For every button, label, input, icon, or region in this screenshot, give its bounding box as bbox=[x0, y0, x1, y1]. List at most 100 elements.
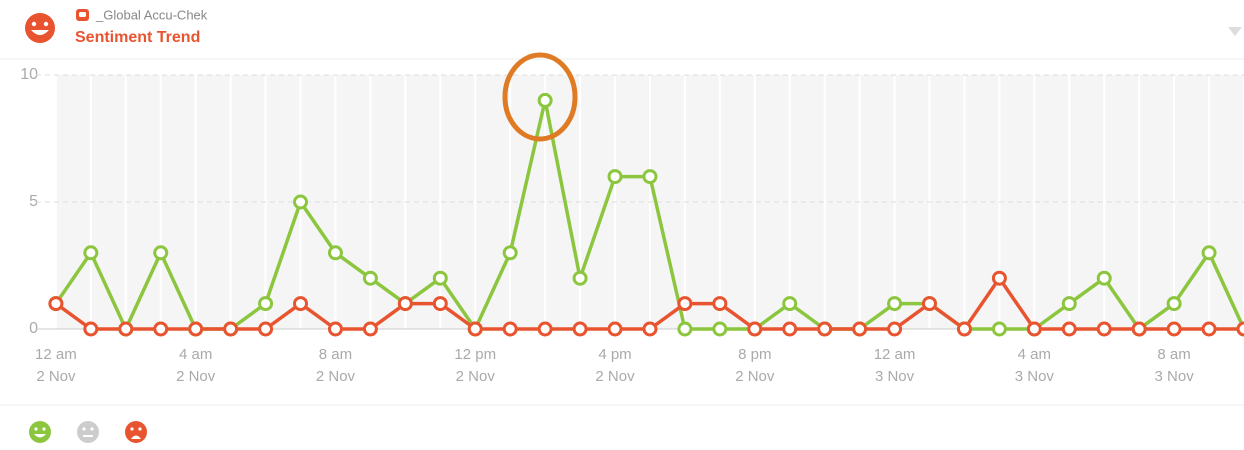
data-point bbox=[1096, 270, 1112, 286]
data-point bbox=[1201, 321, 1217, 337]
data-point bbox=[956, 321, 972, 337]
icon-eye bbox=[138, 427, 142, 431]
x-tick-label: 8 am bbox=[1157, 346, 1190, 363]
data-point bbox=[223, 321, 239, 337]
data-point bbox=[677, 296, 693, 312]
x-tick-sublabel: 2 Nov bbox=[176, 368, 216, 385]
data-point bbox=[1061, 321, 1077, 337]
data-point bbox=[817, 321, 833, 337]
data-point bbox=[83, 245, 99, 261]
data-point bbox=[1131, 321, 1147, 337]
data-point bbox=[1061, 296, 1077, 312]
legend-bar bbox=[0, 405, 1244, 450]
header-icon bbox=[25, 13, 55, 43]
data-point bbox=[991, 270, 1007, 286]
x-tick-label: 4 am bbox=[179, 346, 212, 363]
data-point bbox=[782, 321, 798, 337]
widget-title: Sentiment Trend bbox=[75, 29, 200, 46]
icon-eye bbox=[43, 21, 49, 27]
data-point bbox=[887, 321, 903, 337]
data-point bbox=[83, 321, 99, 337]
x-tick-label: 12 pm bbox=[454, 346, 496, 363]
x-tick-sublabel: 3 Nov bbox=[875, 368, 915, 385]
data-point bbox=[502, 245, 518, 261]
dropdown-toggle[interactable] bbox=[1228, 27, 1242, 36]
icon-eye bbox=[130, 427, 134, 431]
data-point bbox=[537, 92, 553, 108]
data-point bbox=[1096, 321, 1112, 337]
data-point bbox=[362, 321, 378, 337]
data-point bbox=[887, 296, 903, 312]
x-tick-sublabel: 2 Nov bbox=[456, 368, 496, 385]
data-point bbox=[258, 321, 274, 337]
icon-eye bbox=[90, 427, 94, 431]
data-point bbox=[48, 296, 64, 312]
x-tick-sublabel: 2 Nov bbox=[36, 368, 76, 385]
x-tick-label: 4 am bbox=[1018, 346, 1051, 363]
data-point bbox=[607, 169, 623, 185]
source-name: _Global Accu-Chek bbox=[95, 7, 208, 22]
data-point bbox=[188, 321, 204, 337]
data-point bbox=[397, 296, 413, 312]
data-point bbox=[153, 321, 169, 337]
data-point bbox=[922, 296, 938, 312]
icon-mouth bbox=[31, 30, 49, 35]
data-point bbox=[1026, 321, 1042, 337]
data-point bbox=[467, 321, 483, 337]
x-tick-sublabel: 2 Nov bbox=[735, 368, 775, 385]
data-point bbox=[537, 321, 553, 337]
data-point bbox=[153, 245, 169, 261]
x-tick-label: 8 am bbox=[319, 346, 352, 363]
icon-eye bbox=[82, 427, 86, 431]
x-tick-sublabel: 3 Nov bbox=[1155, 368, 1195, 385]
data-point bbox=[712, 296, 728, 312]
data-point bbox=[327, 245, 343, 261]
data-point bbox=[362, 270, 378, 286]
data-point bbox=[782, 296, 798, 312]
legend-icon bbox=[29, 421, 51, 443]
data-point bbox=[118, 321, 134, 337]
legend-neutral[interactable] bbox=[77, 421, 99, 443]
data-point bbox=[712, 321, 728, 337]
icon-eye bbox=[31, 21, 37, 27]
y-tick-label: 5 bbox=[29, 193, 38, 210]
data-point bbox=[502, 321, 518, 337]
data-point bbox=[1236, 321, 1244, 337]
data-point bbox=[747, 321, 763, 337]
data-point bbox=[642, 169, 658, 185]
legend-negative[interactable] bbox=[125, 421, 147, 443]
legend-icon bbox=[77, 421, 99, 443]
legend-icon bbox=[125, 421, 147, 443]
data-point bbox=[293, 296, 309, 312]
x-tick-sublabel: 3 Nov bbox=[1015, 368, 1055, 385]
icon-eye bbox=[42, 427, 46, 431]
data-point bbox=[572, 321, 588, 337]
legend-positive[interactable] bbox=[29, 421, 51, 443]
data-point bbox=[432, 270, 448, 286]
x-tick-sublabel: 2 Nov bbox=[595, 368, 635, 385]
x-tick-label: 8 pm bbox=[738, 346, 771, 363]
y-tick-label: 10 bbox=[20, 66, 38, 83]
icon-mouth bbox=[34, 434, 46, 438]
source-icon-inner bbox=[79, 12, 86, 17]
data-point bbox=[258, 296, 274, 312]
data-point bbox=[1166, 296, 1182, 312]
data-point bbox=[607, 321, 623, 337]
x-tick-label: 4 pm bbox=[598, 346, 631, 363]
plot: 0 5 10 12 am 2 Nov 4 am 2 Nov 8 am 2 Nov 12 pm 2 N… bbox=[20, 66, 1244, 385]
data-point bbox=[852, 321, 868, 337]
x-tick-label: 12 am bbox=[35, 346, 77, 363]
data-point bbox=[1166, 321, 1182, 337]
data-point bbox=[991, 321, 1007, 337]
data-point bbox=[327, 321, 343, 337]
data-point bbox=[1201, 245, 1217, 261]
data-point bbox=[677, 321, 693, 337]
data-point bbox=[642, 321, 658, 337]
data-point bbox=[432, 296, 448, 312]
data-point bbox=[293, 194, 309, 210]
highlight-annotation bbox=[502, 52, 578, 142]
icon-eye bbox=[34, 427, 38, 431]
x-tick-sublabel: 2 Nov bbox=[316, 368, 356, 385]
y-tick-label: 0 bbox=[29, 320, 38, 337]
